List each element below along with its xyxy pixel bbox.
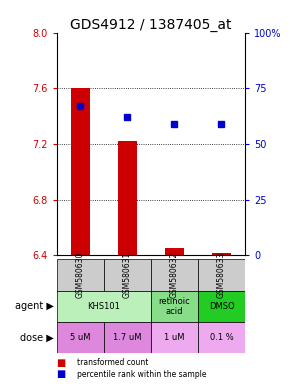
Text: 5 uM: 5 uM [70,333,90,342]
Text: agent ▶: agent ▶ [15,301,54,311]
Bar [71,88,90,255]
Text: retinoic
acid: retinoic acid [159,296,190,316]
Text: transformed count: transformed count [77,358,148,367]
Bar [57,259,104,291]
Bar [104,259,151,291]
Text: KHS101: KHS101 [87,302,120,311]
Text: GSM580632: GSM580632 [170,252,179,298]
Bar [198,322,245,353]
Bar [151,322,198,353]
Bar [165,248,184,255]
Bar [151,259,198,291]
Title: GDS4912 / 1387405_at: GDS4912 / 1387405_at [70,18,231,31]
Text: GSM580630: GSM580630 [76,252,85,298]
Text: 0.1 %: 0.1 % [210,333,233,342]
Text: GSM580633: GSM580633 [217,252,226,298]
Bar [212,253,231,255]
Text: DMSO: DMSO [209,302,234,311]
Text: GSM580631: GSM580631 [123,252,132,298]
Bar [198,291,245,322]
Text: 1 uM: 1 uM [164,333,185,342]
Bar [151,291,198,322]
Text: ■: ■ [57,369,66,379]
Text: ■: ■ [57,358,66,368]
Bar [57,322,104,353]
Text: percentile rank within the sample: percentile rank within the sample [77,370,206,379]
Bar [118,141,137,255]
Text: dose ▶: dose ▶ [20,333,54,343]
Bar [198,259,245,291]
Text: 1.7 uM: 1.7 uM [113,333,142,342]
Bar [57,291,151,322]
Bar [104,322,151,353]
